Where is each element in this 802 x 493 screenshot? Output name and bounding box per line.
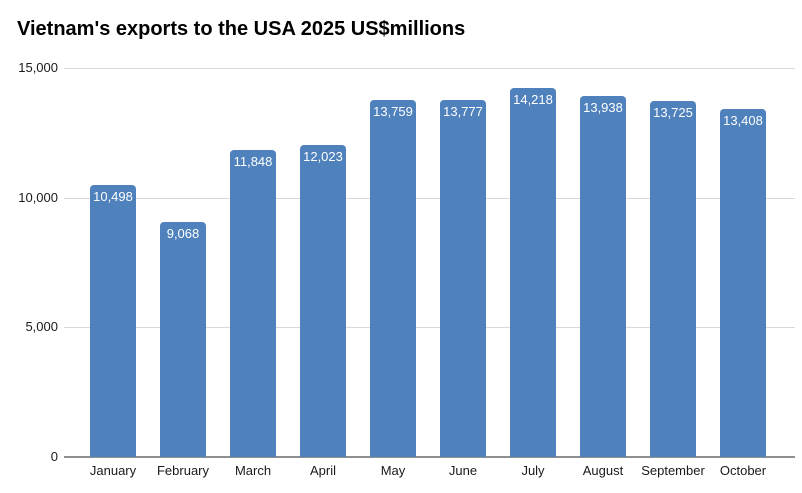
bar-value-label: 13,725 <box>653 105 693 121</box>
x-axis-category-label: April <box>309 463 336 478</box>
bar-value-label: 13,759 <box>373 104 413 120</box>
bar-value-label: 11,848 <box>233 153 273 169</box>
x-axis-category-label: September <box>641 463 705 478</box>
bar-value-label: 9,068 <box>166 225 200 241</box>
bar[interactable]: 10,498 <box>90 184 136 457</box>
bar[interactable]: 13,777 <box>440 99 486 457</box>
bar[interactable]: 13,725 <box>650 101 696 457</box>
x-axis-line <box>64 456 795 458</box>
gridline <box>64 197 795 199</box>
bar[interactable]: 11,848 <box>230 149 276 457</box>
bar[interactable]: 9,068 <box>160 221 206 457</box>
bar[interactable]: 13,759 <box>370 100 416 457</box>
x-axis-category-label: January <box>89 463 137 478</box>
bar-value-label: 10,498 <box>93 188 133 204</box>
x-axis-category-label: October <box>719 463 767 478</box>
bar-value-label: 13,938 <box>583 99 623 115</box>
gridline <box>64 68 795 69</box>
bar[interactable]: 12,023 <box>300 145 346 457</box>
y-axis-tick-label: 15,000 <box>18 60 58 75</box>
bar-value-label: 14,218 <box>513 92 553 108</box>
x-axis-category-label: May <box>380 463 406 478</box>
gridline <box>64 327 795 329</box>
x-axis-category-label: March <box>234 463 272 478</box>
y-axis-tick-label: 10,000 <box>18 189 58 205</box>
x-axis-category-label: February <box>156 463 210 478</box>
y-axis-tick-label: 5,000 <box>25 319 58 335</box>
bar[interactable]: 13,408 <box>720 109 766 457</box>
bar-value-label: 13,408 <box>723 113 763 129</box>
bar-value-label: 13,777 <box>443 103 483 119</box>
bar-value-label: 12,023 <box>303 149 343 165</box>
x-axis-category-label: June <box>448 463 478 478</box>
x-axis-category-label: July <box>521 463 545 478</box>
x-axis-category-label: August <box>582 463 624 478</box>
bar[interactable]: 14,218 <box>510 88 556 457</box>
y-axis-tick-label: 0 <box>50 449 58 464</box>
bar[interactable]: 13,938 <box>580 95 626 457</box>
chart-title: Vietnam's exports to the USA 2025 US$mil… <box>17 18 466 40</box>
